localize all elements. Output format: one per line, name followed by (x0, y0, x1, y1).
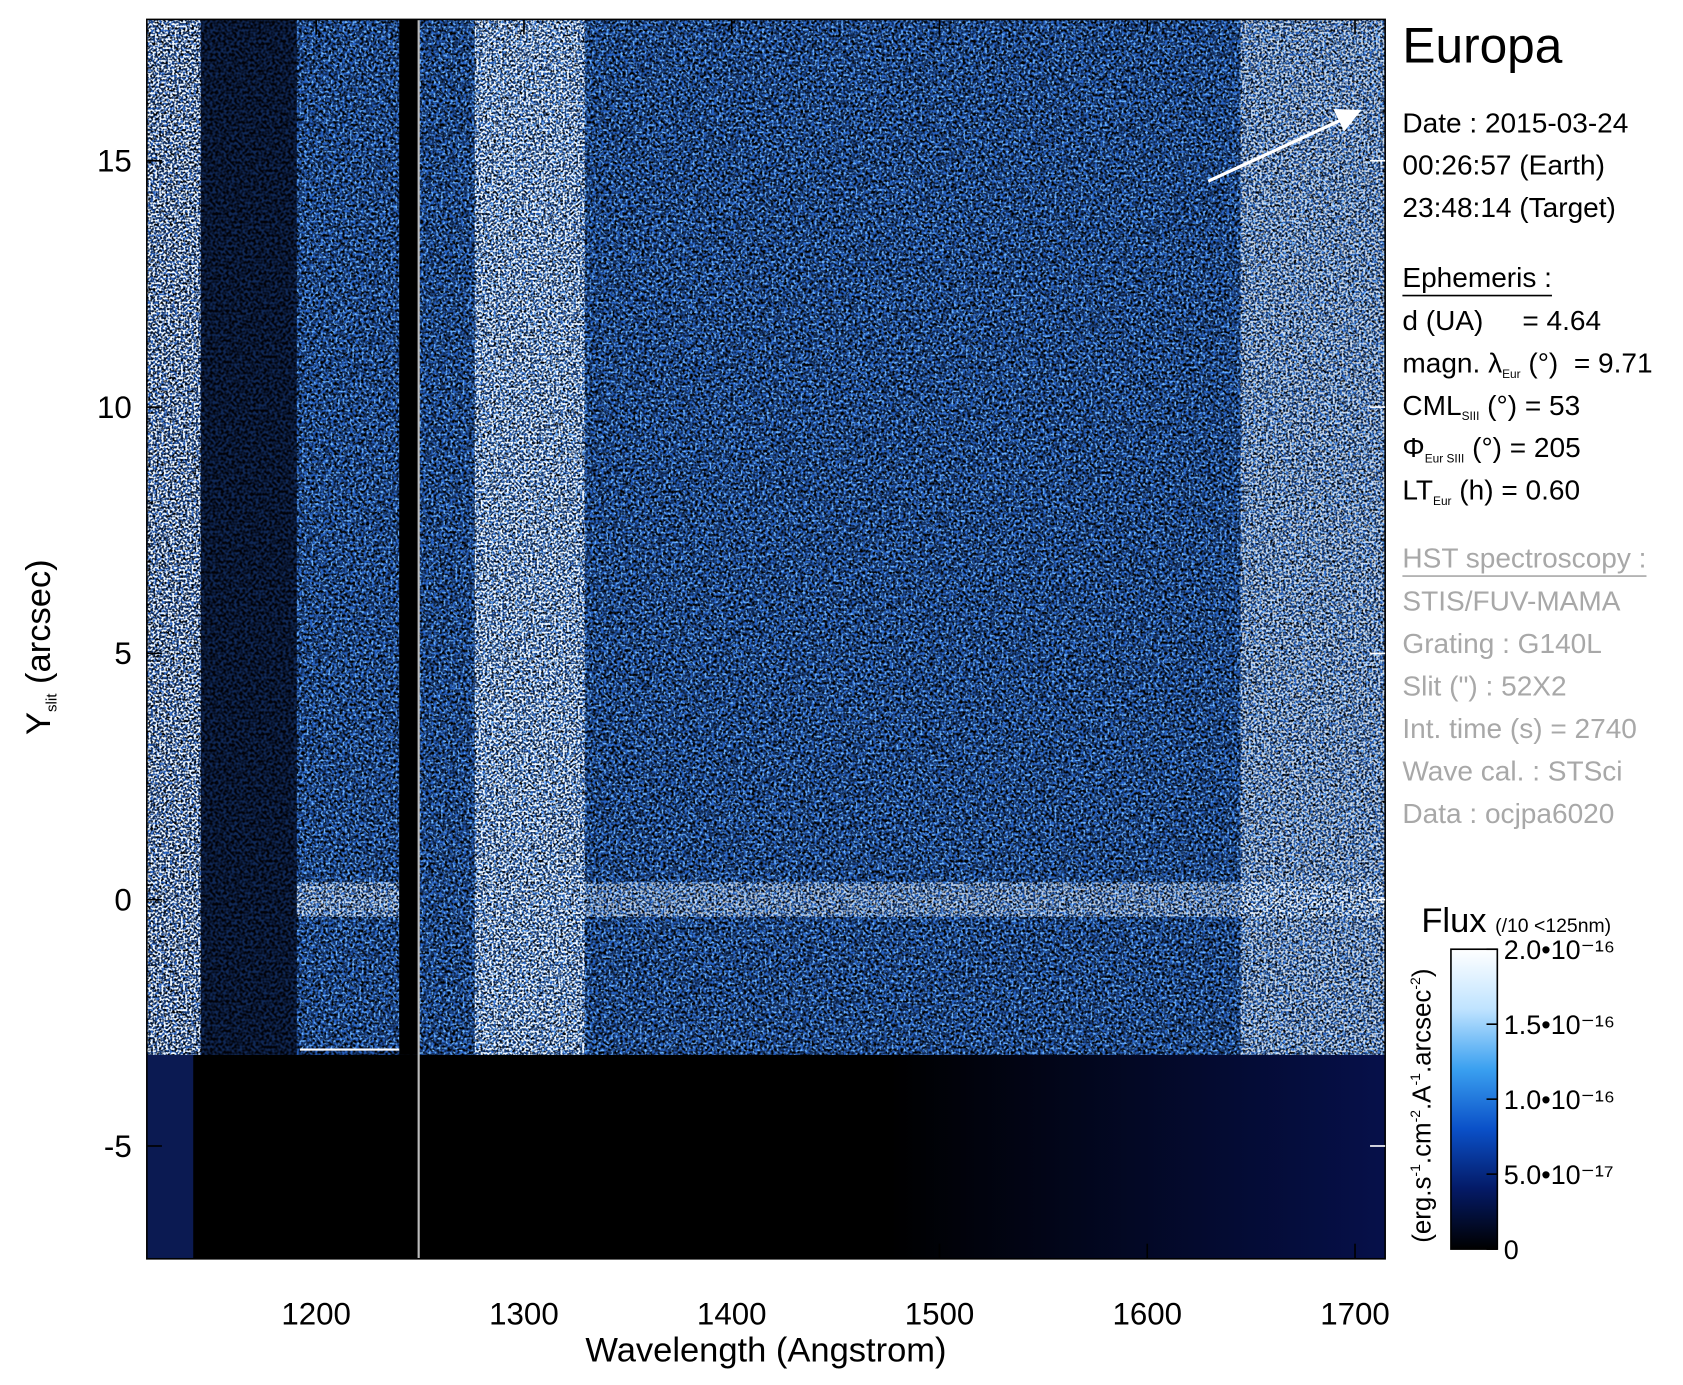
text-segment: ) (1408, 969, 1436, 978)
europa-trace (582, 882, 1386, 917)
date-line: 00:26:57 (Earth) (1402, 150, 1605, 181)
colorbar-label: (erg.s-1.cm-2.A-1.arcsec-2) (1407, 969, 1436, 1243)
text-segment: (°) = 205 (1464, 432, 1580, 463)
image-bottom (146, 1054, 194, 1259)
text-segment: .A (1408, 1085, 1436, 1110)
oxygen-band (474, 19, 585, 1055)
spectral-image (146, 19, 1386, 1259)
text-segment: (arcsec) (20, 559, 58, 693)
text-segment: Φ (1402, 432, 1424, 463)
plot-frame (146, 18, 1386, 1260)
subscript: Eur (1433, 494, 1452, 508)
x-tick-label: 1200 (281, 1297, 351, 1332)
observation-line: Int. time (s) = 2740 (1402, 713, 1636, 744)
text-segment: magn. (1402, 347, 1488, 378)
colorbar-tick-label: 5.0•10⁻¹⁷ (1504, 1160, 1614, 1190)
y-tick-label: 0 (114, 882, 131, 917)
observation-line: Wave cal. : STSci (1402, 756, 1622, 787)
y-tick-label: 5 (114, 636, 131, 671)
text-segment: (°) = 9.71 (1521, 347, 1653, 378)
text-segment: LT (1402, 475, 1433, 506)
text-segment: CML (1402, 390, 1461, 421)
text-segment: (°) = 53 (1479, 390, 1580, 421)
arrow-head (1333, 108, 1362, 132)
superscript: -1 (1407, 1164, 1423, 1177)
dark-strip (399, 19, 419, 1055)
observation-line: Data : ocjpa6020 (1402, 798, 1614, 829)
x-tick-label: 1400 (697, 1297, 767, 1332)
observation-line: Grating : G140L (1402, 628, 1601, 659)
section-heading: HST spectroscopy : (1402, 542, 1646, 573)
y-tick-label: 10 (97, 390, 132, 425)
superscript: -2 (1407, 1110, 1423, 1123)
colorbar-note: (/10 <125nm) (1495, 915, 1611, 937)
panel-title: Europa (1402, 18, 1562, 74)
text-segment: d (UA) = 4.64 (1402, 305, 1601, 336)
ephemeris-line: d (UA) = 4.64 (1402, 305, 1601, 336)
subscript: SIII (1462, 409, 1480, 423)
y-axis-label: Yslit (arcsec) (20, 559, 61, 735)
colorbar-title: Flux (1421, 902, 1486, 940)
x-tick-label: 1700 (1320, 1297, 1390, 1332)
ephemeris-line: CMLSIII (°) = 53 (1402, 390, 1580, 423)
colorbar-tick-label: 2.0•10⁻¹⁶ (1504, 935, 1615, 965)
observation-line: Slit (") : 52X2 (1402, 671, 1566, 702)
arrow (1207, 116, 1347, 183)
text-segment: .cm (1408, 1122, 1436, 1164)
colorbar-tick-label: 1.5•10⁻¹⁶ (1504, 1010, 1615, 1040)
subscript: Eur SIII (1425, 452, 1465, 466)
colorbar-tick-label: 1.0•10⁻¹⁶ (1504, 1085, 1615, 1115)
lyman-alpha-band (146, 19, 201, 1055)
x-axis-label: Wavelength (Angstrom) (585, 1331, 946, 1369)
europa-trace (296, 882, 400, 917)
section-heading: Ephemeris : (1402, 262, 1552, 293)
ephemeris-line: ΦEur SIII (°) = 205 (1402, 432, 1580, 465)
colorbar-tick-label: 0 (1504, 1235, 1519, 1265)
text-segment: .arcsec (1408, 990, 1436, 1073)
text-segment: (h) = 0.60 (1452, 475, 1581, 506)
dark-strip (200, 19, 297, 1055)
subscript: slit (44, 693, 61, 712)
ephemeris-line: LTEur (h) = 0.60 (1402, 475, 1580, 508)
date-line: Date : 2015-03-24 (1402, 108, 1628, 139)
image-noise (296, 19, 400, 1050)
text-segment: Y (20, 712, 58, 735)
ephemeris-line: magn. λEur (°) = 9.71 (1402, 347, 1652, 380)
x-tick-label: 1300 (489, 1297, 559, 1332)
x-tick-label: 1500 (905, 1297, 975, 1332)
x-tick-label: 1600 (1112, 1297, 1182, 1332)
text-segment: λ (1488, 347, 1502, 378)
y-tick-label: 15 (97, 144, 132, 179)
text-segment: (erg.s (1408, 1177, 1436, 1243)
date-line: 23:48:14 (Target) (1402, 192, 1615, 223)
subscript: Eur (1502, 367, 1521, 381)
y-tick-label: -5 (104, 1129, 132, 1164)
superscript: -2 (1407, 977, 1423, 990)
observation-line: STIS/FUV-MAMA (1402, 586, 1620, 617)
image-bottom (146, 1054, 1386, 1259)
superscript: -1 (1407, 1073, 1423, 1086)
